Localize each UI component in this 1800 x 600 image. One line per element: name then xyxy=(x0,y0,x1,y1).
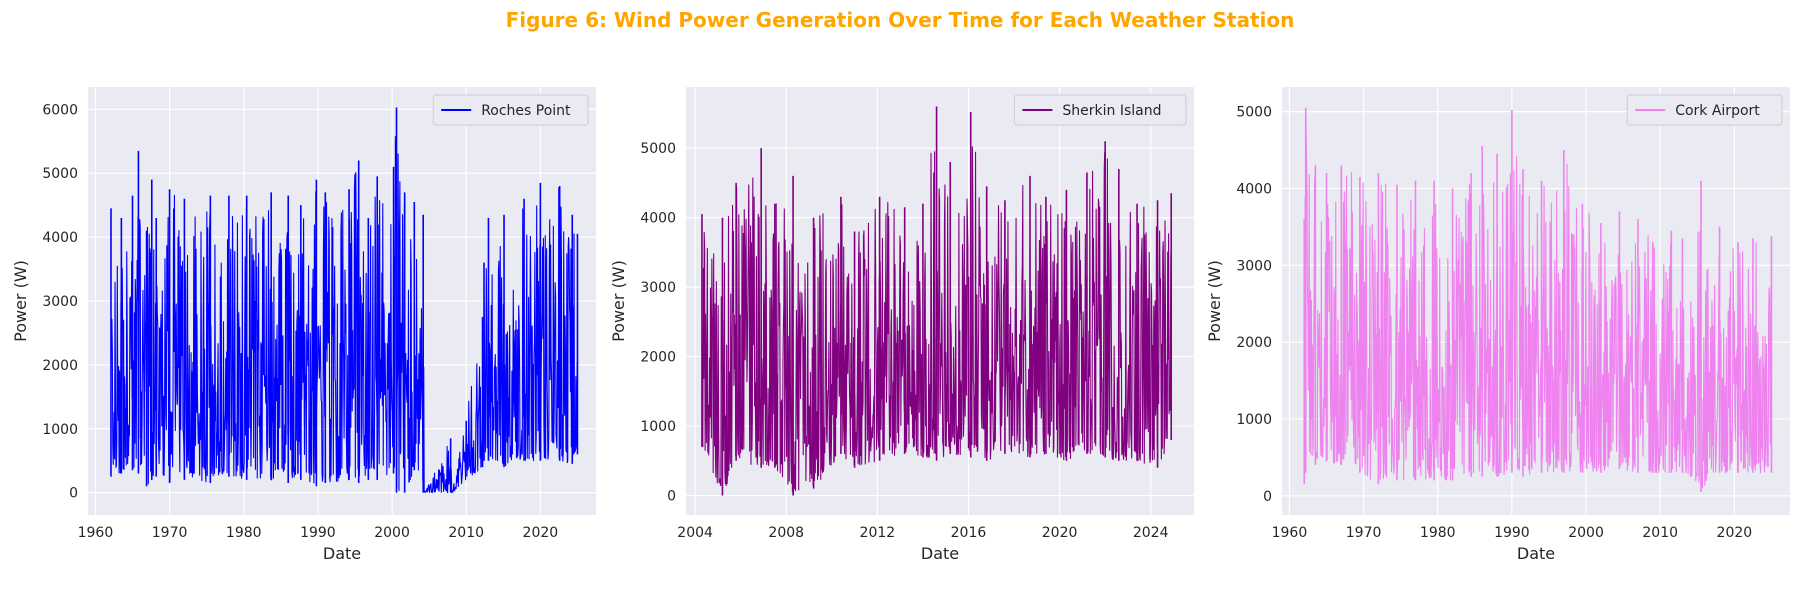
series-line xyxy=(110,136,578,494)
legend-label: Sherkin Island xyxy=(1062,103,1161,119)
x-tick-label: 1980 xyxy=(1420,525,1456,541)
x-tick-label: 1980 xyxy=(226,525,262,541)
y-tick-label: 2000 xyxy=(640,350,676,366)
x-axis-label: Date xyxy=(1517,544,1555,563)
x-tick-label: 2008 xyxy=(768,525,804,541)
y-tick-label: 5000 xyxy=(1236,105,1272,121)
y-tick-label: 2000 xyxy=(1236,335,1272,351)
legend-box xyxy=(432,94,589,126)
y-tick-label: 3000 xyxy=(1236,258,1272,274)
chart-panel: 2004 2008 2012 2016 2020 2024 0 1000 2000 3000 400… xyxy=(609,87,1194,563)
x-tick-label: 1960 xyxy=(1272,525,1308,541)
y-tick-label: 3000 xyxy=(42,294,78,310)
legend-box xyxy=(1626,94,1783,126)
x-tick-label: 2020 xyxy=(1717,525,1753,541)
y-tick-label: 5000 xyxy=(640,141,676,157)
y-tick-label: 2000 xyxy=(42,358,78,374)
y-tick-label: 1000 xyxy=(1236,412,1272,428)
y-tick-label: 0 xyxy=(1263,489,1272,505)
x-tick-label: 2016 xyxy=(951,525,987,541)
x-tick-label: 1990 xyxy=(1494,525,1530,541)
x-tick-label: 2000 xyxy=(374,525,410,541)
x-axis-label: Date xyxy=(323,544,361,563)
figure-title: Figure 6: Wind Power Generation Over Tim… xyxy=(505,8,1295,32)
x-tick-label: 1970 xyxy=(152,525,188,541)
x-tick-label: 2000 xyxy=(1568,525,1604,541)
y-tick-label: 4000 xyxy=(640,211,676,227)
x-tick-label: 1990 xyxy=(300,525,336,541)
y-tick-label: 1000 xyxy=(640,419,676,435)
y-tick-label: 5000 xyxy=(42,166,78,182)
x-tick-label: 2020 xyxy=(523,525,559,541)
x-tick-label: 2004 xyxy=(677,525,713,541)
x-tick-label: 2024 xyxy=(1133,525,1169,541)
y-axis-label: Power (W) xyxy=(11,260,30,342)
x-tick-label: 1960 xyxy=(78,525,114,541)
y-axis-label: Power (W) xyxy=(609,260,628,342)
y-tick-label: 0 xyxy=(69,486,78,502)
legend-label: Roches Point xyxy=(481,103,571,119)
y-tick-label: 3000 xyxy=(640,280,676,296)
x-tick-label: 2012 xyxy=(860,525,896,541)
y-tick-label: 0 xyxy=(667,489,676,505)
y-axis-label: Power (W) xyxy=(1205,260,1224,342)
y-tick-label: 4000 xyxy=(42,230,78,246)
x-tick-label: 2010 xyxy=(1642,525,1678,541)
y-tick-label: 1000 xyxy=(42,422,78,438)
x-tick-label: 1970 xyxy=(1346,525,1382,541)
y-tick-label: 4000 xyxy=(1236,181,1272,197)
y-tick-label: 6000 xyxy=(42,102,78,118)
x-tick-label: 2020 xyxy=(1042,525,1078,541)
legend-box xyxy=(1013,94,1187,126)
legend-label: Cork Airport xyxy=(1675,103,1760,119)
x-axis-label: Date xyxy=(921,544,959,563)
series-line xyxy=(1303,125,1772,489)
chart-panel: 1960 1970 1980 1990 2000 2010 2020 0 1000 2000 300… xyxy=(1205,87,1790,563)
x-tick-label: 2010 xyxy=(448,525,484,541)
chart-panel: 1960 1970 1980 1990 2000 2010 2020 0 1000 2000 300… xyxy=(11,87,596,563)
